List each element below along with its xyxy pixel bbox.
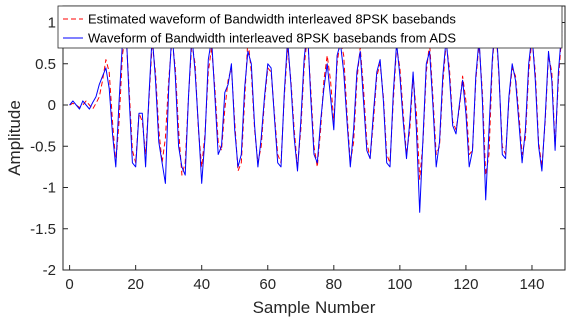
x-tick-label: 40: [193, 276, 210, 293]
y-tick-label: 1: [48, 15, 56, 32]
y-tick-label: 0.5: [35, 56, 56, 73]
x-tick-label: 100: [387, 276, 412, 293]
x-axis-label: Sample Number: [253, 298, 376, 317]
y-tick-label: -1.5: [30, 221, 56, 238]
y-tick-label: 0: [48, 97, 56, 114]
y-tick-label: -0.5: [30, 138, 56, 155]
legend-label-estimated: Estimated waveform of Bandwidth interlea…: [88, 12, 456, 27]
x-tick-label: 120: [453, 276, 478, 293]
x-tick-label: 60: [259, 276, 276, 293]
legend-label-ads: Waveform of Bandwidth interleaved 8PSK b…: [88, 31, 456, 46]
x-tick-label: 80: [325, 276, 342, 293]
ticks-layer: 0 20 40 60 80 100 120 140 -2 -1.5 -1 -0.5 0 0.5 1: [30, 6, 565, 293]
y-axis-label: Amplitude: [5, 100, 24, 176]
legend-box: [57, 5, 563, 49]
x-tick-label: 0: [65, 276, 73, 293]
x-tick-label: 20: [127, 276, 144, 293]
legend: Estimated waveform of Bandwidth interlea…: [57, 5, 563, 49]
x-tick-label: 140: [519, 276, 544, 293]
y-tick-label: -2: [43, 262, 56, 279]
y-tick-label: -1: [43, 180, 56, 197]
